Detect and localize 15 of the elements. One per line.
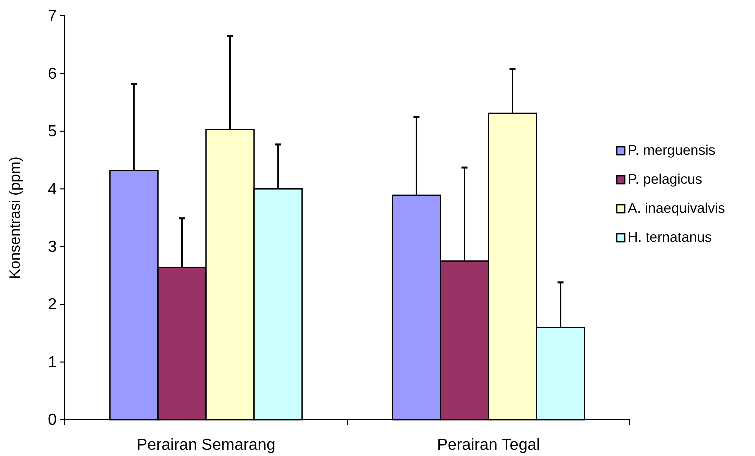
legend-label: H. ternatanus [628,229,712,245]
y-axis-title: Konsentrasi (ppm) [7,156,24,280]
x-tick-label: Perairan Semarang [136,437,276,454]
y-tick-label: 7 [48,8,58,26]
legend-label: P. merguensis [628,142,716,158]
y-tick-label: 0 [48,412,58,430]
y-tick-label: 5 [48,124,58,141]
legend-label: P. pelagicus [628,171,702,187]
y-tick-label: 3 [48,238,58,256]
y-tick-label: 2 [48,296,58,314]
y-tick-label: 6 [48,66,58,83]
x-tick-label: Perairan Tegal [437,437,540,454]
y-tick-label: 1 [48,354,58,372]
y-tick-label: 4 [48,181,58,198]
legend-label: A. inaequivalvis [628,200,726,216]
